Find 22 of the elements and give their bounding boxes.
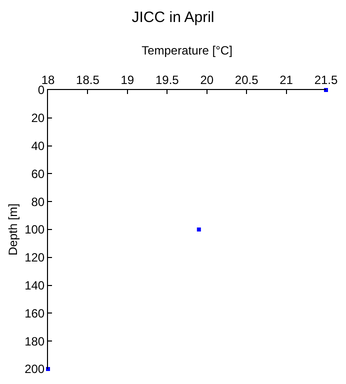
x-tick-label: 21.5	[314, 73, 338, 88]
y-axis-title: Depth [m]	[6, 203, 20, 256]
y-tick-label: 100	[24, 222, 45, 237]
y-tick-label: 140	[24, 278, 45, 292]
y-tick-label: 120	[24, 250, 45, 265]
x-tick-label: 20	[200, 73, 214, 88]
x-tick-label: 19	[120, 73, 134, 88]
y-tick-label: 80	[31, 194, 45, 209]
x-axis-title: Temperature [°C]	[142, 44, 232, 58]
y-tick-label: 200	[24, 362, 45, 376]
y-tick-label: 160	[24, 306, 45, 320]
x-tick-label: 21	[280, 73, 294, 88]
y-tick-label: 20	[31, 111, 45, 126]
y-tick-label: 180	[24, 334, 45, 348]
chart-title: JICC in April	[132, 9, 214, 26]
y-tick-label: 0	[38, 83, 45, 98]
x-tick-label: 19.5	[155, 73, 180, 88]
x-tick-label: 20.5	[234, 73, 259, 88]
y-tick-label: 60	[31, 166, 45, 181]
point	[196, 228, 201, 232]
x-tick-label: 18.5	[76, 73, 100, 88]
y-tick-label: 40	[31, 139, 45, 153]
